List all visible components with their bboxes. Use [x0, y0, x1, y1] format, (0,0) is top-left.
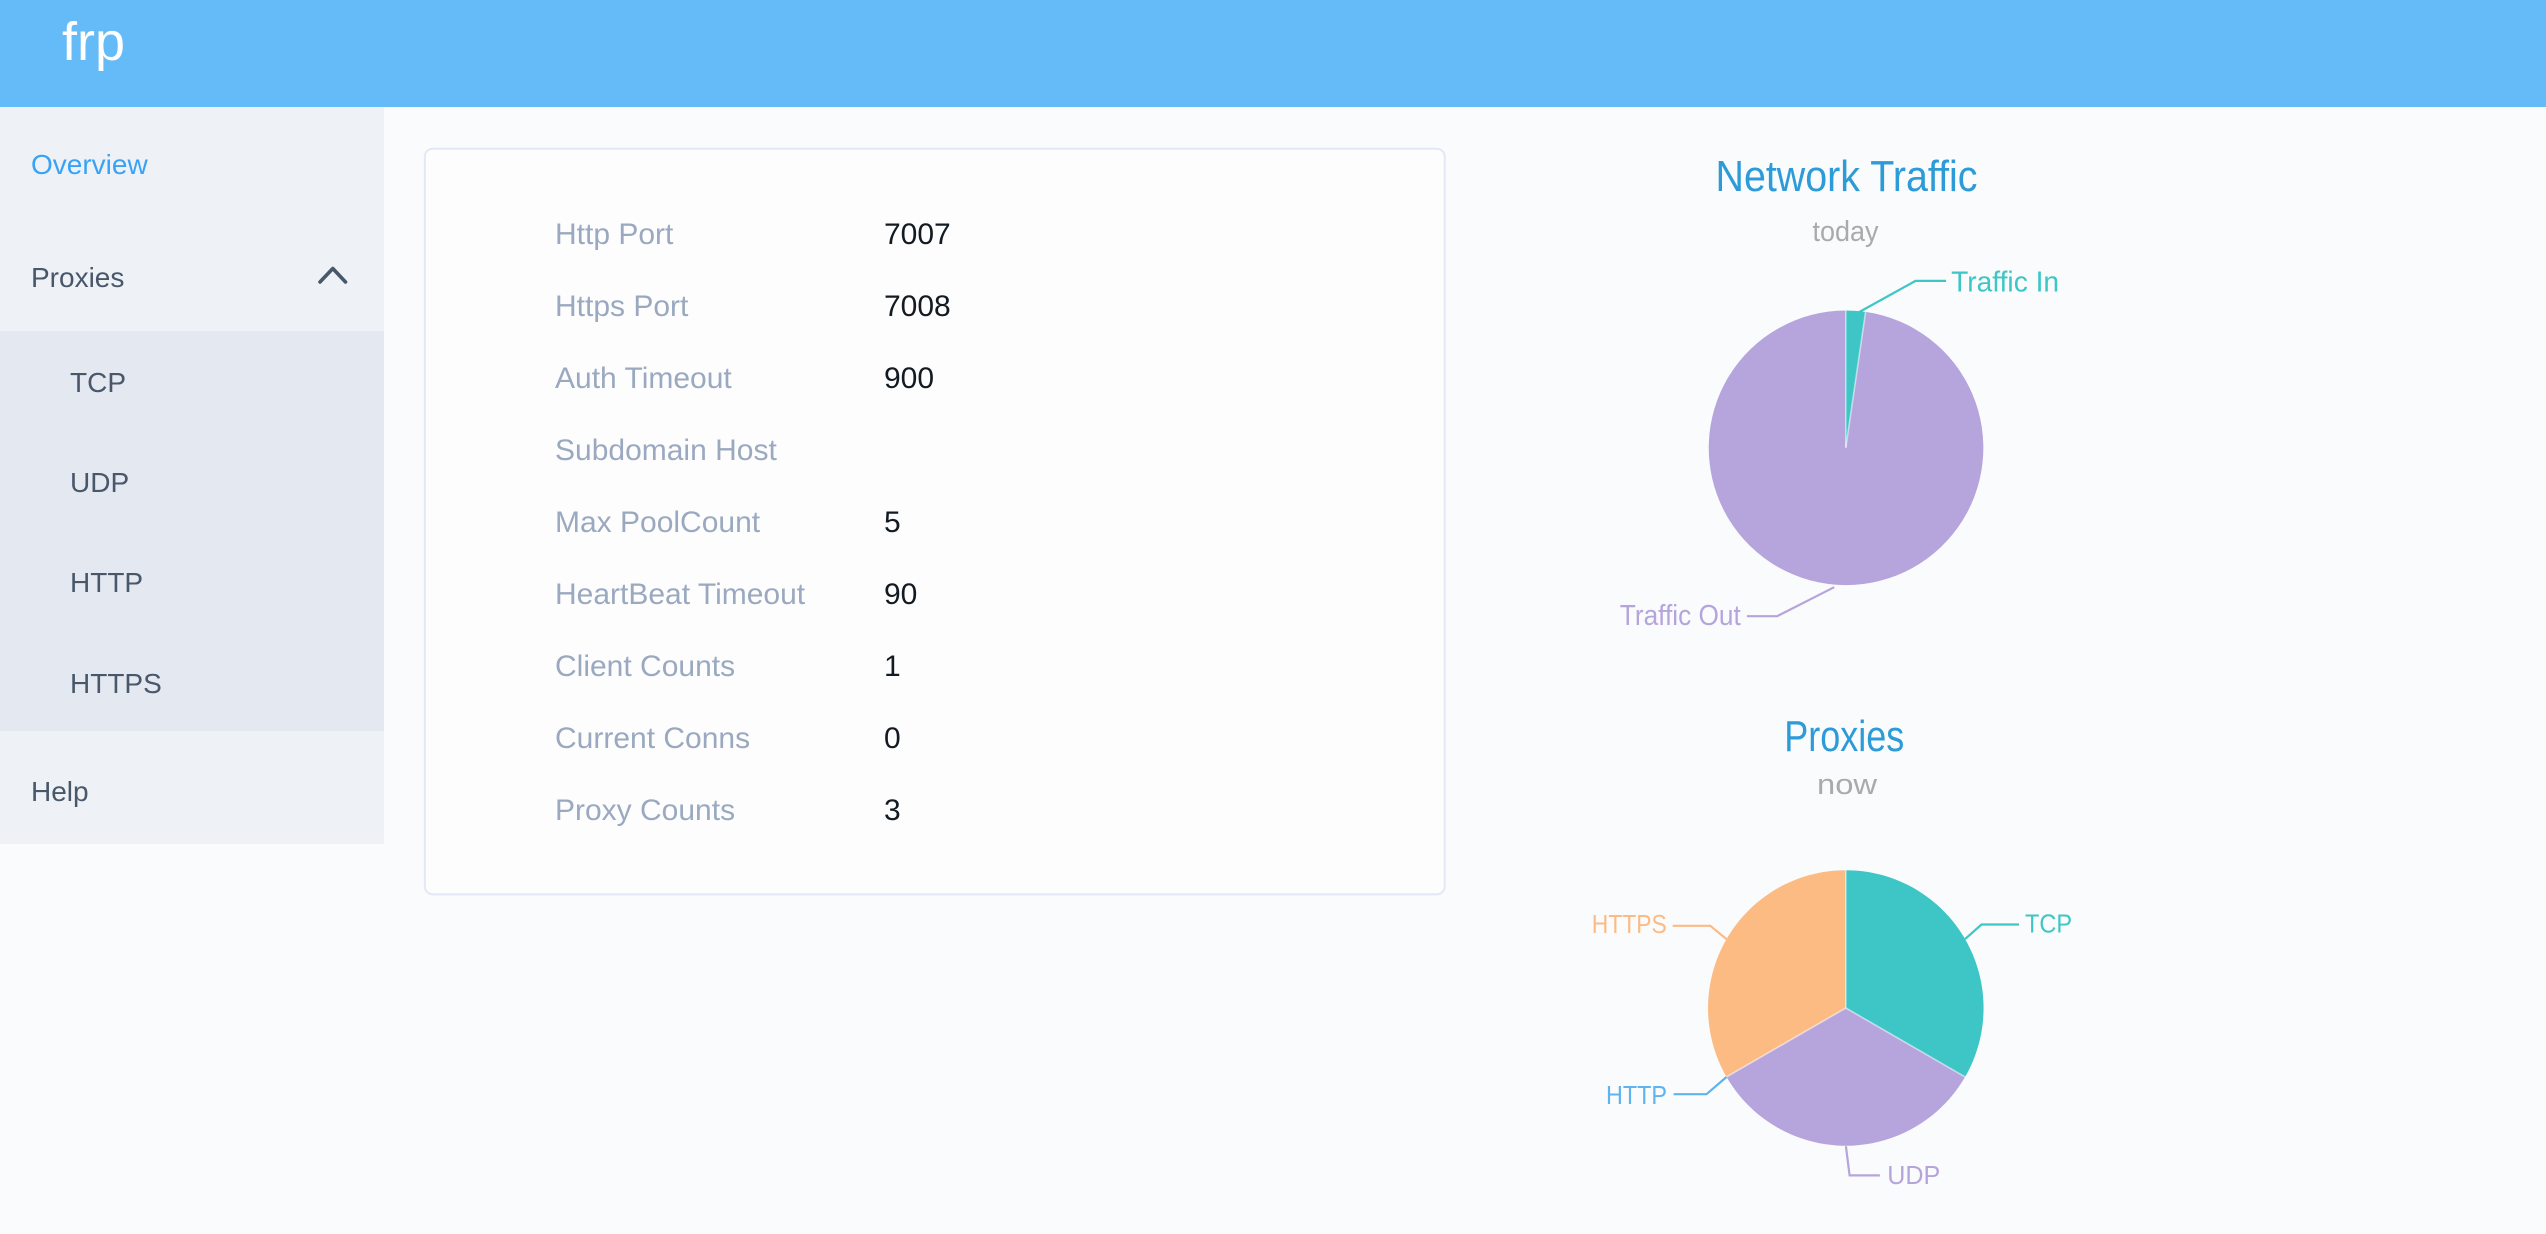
svg-text:Overview: Overview — [31, 149, 148, 180]
svg-text:Proxy Counts: Proxy Counts — [555, 794, 735, 827]
svg-text:TCP: TCP — [70, 367, 126, 398]
svg-text:UDP: UDP — [1887, 1160, 1940, 1190]
svg-text:Current Conns: Current Conns — [555, 722, 750, 755]
svg-text:1: 1 — [884, 650, 901, 683]
svg-text:900: 900 — [884, 362, 934, 395]
svg-text:Auth Timeout: Auth Timeout — [555, 362, 732, 395]
svg-text:Proxies: Proxies — [1784, 712, 1904, 761]
svg-text:7008: 7008 — [884, 290, 951, 323]
svg-text:Traffic In: Traffic In — [1951, 266, 2059, 298]
svg-text:HTTPS: HTTPS — [1592, 909, 1667, 939]
svg-text:HTTP: HTTP — [70, 567, 143, 598]
svg-text:Proxies: Proxies — [31, 262, 124, 293]
svg-text:TCP: TCP — [2025, 908, 2072, 938]
svg-text:0: 0 — [884, 722, 901, 755]
svg-text:HTTP: HTTP — [1606, 1080, 1667, 1110]
svg-text:today: today — [1813, 216, 1879, 248]
svg-text:Http Port: Http Port — [555, 218, 674, 251]
svg-text:Network Traffic: Network Traffic — [1716, 152, 1978, 201]
svg-text:Client Counts: Client Counts — [555, 650, 735, 683]
svg-text:5: 5 — [884, 506, 901, 539]
svg-text:Https Port: Https Port — [555, 290, 689, 323]
svg-text:Traffic Out: Traffic Out — [1620, 600, 1741, 632]
svg-text:HeartBeat Timeout: HeartBeat Timeout — [555, 578, 806, 611]
svg-text:frp: frp — [62, 12, 125, 72]
svg-text:now: now — [1817, 769, 1878, 801]
svg-text:3: 3 — [884, 794, 901, 827]
svg-text:HTTPS: HTTPS — [70, 668, 162, 699]
svg-text:Help: Help — [31, 776, 89, 807]
svg-text:UDP: UDP — [70, 467, 129, 498]
svg-text:7007: 7007 — [884, 218, 951, 251]
svg-text:90: 90 — [884, 578, 917, 611]
svg-text:Max PoolCount: Max PoolCount — [555, 506, 761, 539]
svg-text:Subdomain Host: Subdomain Host — [555, 434, 777, 467]
